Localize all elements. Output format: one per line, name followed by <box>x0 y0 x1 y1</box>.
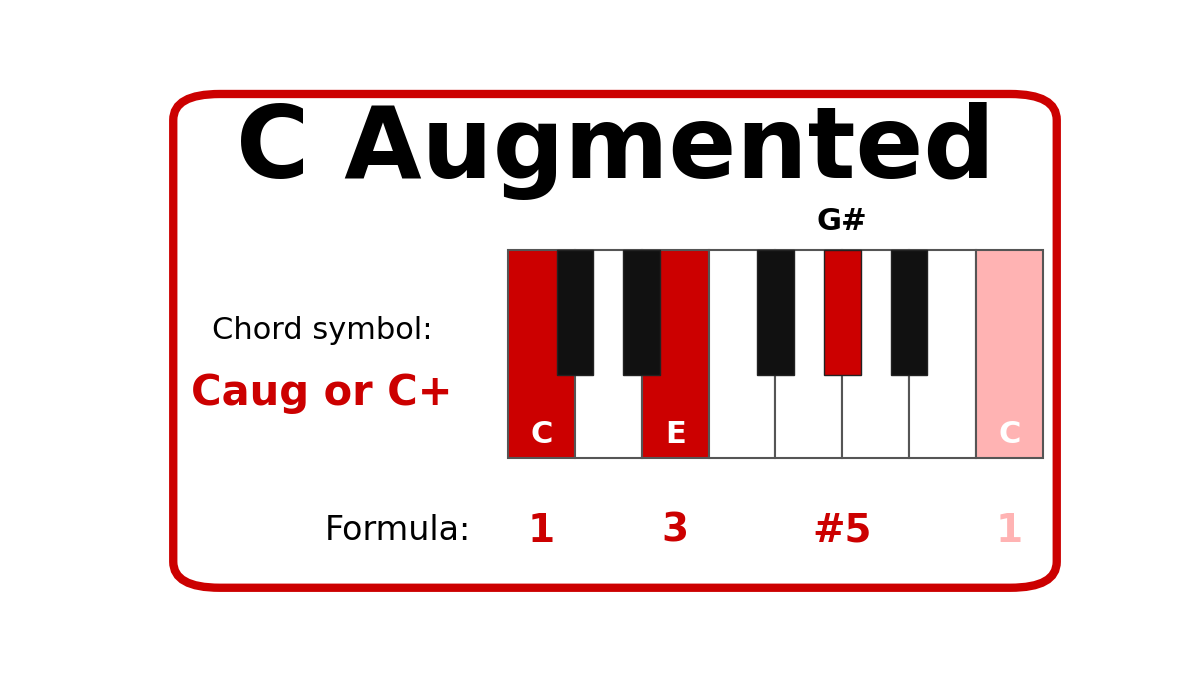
Text: Chord symbol:: Chord symbol: <box>212 316 432 345</box>
Bar <box>575 250 642 458</box>
Bar <box>775 250 842 458</box>
Bar <box>708 250 775 458</box>
Bar <box>557 250 593 375</box>
Bar <box>757 250 794 375</box>
Text: G#: G# <box>817 207 868 236</box>
Text: 1: 1 <box>996 512 1022 549</box>
Text: Formula:: Formula: <box>324 514 470 547</box>
Bar <box>890 250 928 375</box>
Bar <box>508 250 575 458</box>
Text: C: C <box>530 420 553 449</box>
Bar <box>824 250 860 375</box>
Text: C Augmented: C Augmented <box>235 102 995 200</box>
Text: E: E <box>665 420 685 449</box>
Text: #5: #5 <box>812 512 872 549</box>
Bar <box>642 250 708 458</box>
Text: 1: 1 <box>528 512 556 549</box>
Text: C: C <box>998 420 1020 449</box>
Bar <box>842 250 910 458</box>
Text: Caug or C+: Caug or C+ <box>191 372 452 414</box>
Bar <box>623 250 660 375</box>
Bar <box>910 250 976 458</box>
Text: 3: 3 <box>661 512 689 549</box>
FancyBboxPatch shape <box>173 94 1057 588</box>
Bar <box>976 250 1043 458</box>
